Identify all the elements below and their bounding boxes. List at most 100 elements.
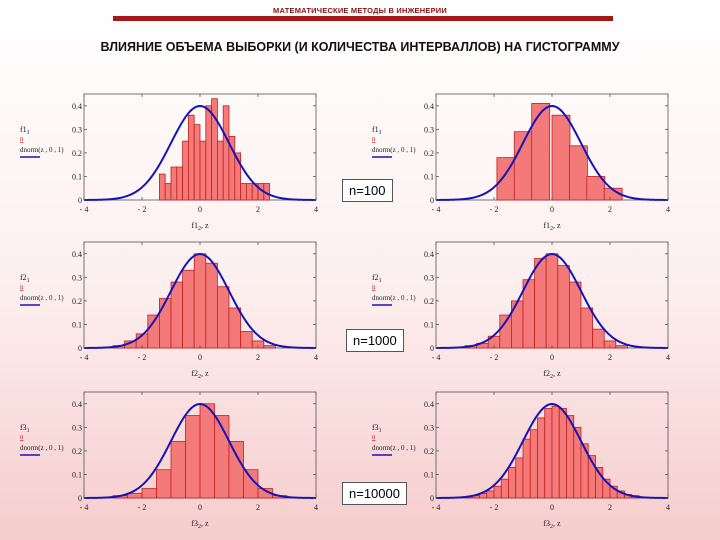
histogram-bar bbox=[580, 307, 594, 349]
x-tick-label: - 2 bbox=[138, 503, 147, 512]
x-tick-label: - 2 bbox=[490, 205, 499, 214]
x-tick-label: 2 bbox=[608, 205, 612, 214]
y-tick-label: 0.3 bbox=[424, 423, 434, 432]
histogram-bar bbox=[228, 307, 242, 349]
histogram-bar bbox=[522, 279, 535, 349]
y-axis-label-top: f11 bbox=[372, 125, 382, 136]
x-tick-label: 4 bbox=[666, 205, 670, 214]
y-axis-label-sep: n bbox=[20, 135, 24, 143]
y-tick-label: 0.4 bbox=[72, 250, 82, 259]
histogram-bar bbox=[158, 173, 166, 201]
y-axis-label-top-main: f2 bbox=[20, 273, 27, 282]
histogram-bar bbox=[245, 183, 253, 201]
sample-label-10000: n=10000 bbox=[342, 482, 407, 505]
x-tick-label: - 2 bbox=[490, 503, 499, 512]
y-tick-label: 0.3 bbox=[72, 273, 82, 282]
x-axis-label-sub: 2 bbox=[198, 374, 201, 380]
histogram-bar bbox=[193, 124, 201, 201]
histogram-bar bbox=[193, 253, 207, 349]
histogram-bar bbox=[187, 114, 195, 201]
histogram-bar bbox=[216, 286, 230, 349]
density-curve bbox=[435, 253, 669, 349]
histogram-bar bbox=[170, 281, 183, 349]
y-tick-label: 0.1 bbox=[72, 470, 82, 479]
x-tick-label: 2 bbox=[256, 205, 260, 214]
y-tick-label: 0.1 bbox=[424, 172, 434, 181]
y-tick-label: 0.2 bbox=[72, 297, 82, 306]
y-axis-label-top-sub: 1 bbox=[27, 278, 30, 284]
density-curve bbox=[83, 253, 317, 349]
x-tick-label: - 4 bbox=[432, 503, 441, 512]
y-axis-label-sep: n bbox=[20, 283, 24, 291]
x-tick-label: - 4 bbox=[80, 353, 89, 362]
histogram-bar bbox=[566, 415, 575, 499]
histogram-bar bbox=[499, 314, 512, 349]
y-tick-label: 0.2 bbox=[72, 447, 82, 456]
y-axis-label-bottom: dnorm(z , 0 , 1) bbox=[20, 294, 64, 302]
header-title: МАТЕМАТИЧЕСКИЕ МЕТОДЫ В ИНЖЕНЕРИИ bbox=[273, 6, 447, 15]
histogram-bar bbox=[182, 140, 189, 201]
y-axis-label-top-sub: 1 bbox=[27, 428, 30, 434]
x-tick-label: - 4 bbox=[80, 205, 89, 214]
histogram-bar bbox=[176, 166, 184, 201]
y-axis-label-bottom: dnorm(z , 0 , 1) bbox=[372, 444, 416, 452]
x-tick-label: 4 bbox=[666, 503, 670, 512]
y-tick-label: 0.2 bbox=[424, 149, 434, 158]
x-tick-label: - 4 bbox=[432, 205, 441, 214]
y-tick-label: 0.4 bbox=[72, 102, 82, 111]
y-tick-label: 0.1 bbox=[424, 470, 434, 479]
y-axis-label-top-sub: 1 bbox=[379, 130, 382, 136]
histogram-bar bbox=[199, 403, 215, 499]
histogram-bar bbox=[592, 328, 605, 349]
x-axis-label-rest: , z bbox=[201, 519, 209, 528]
x-axis-label-main: f2 bbox=[543, 369, 550, 378]
y-tick-label: 0 bbox=[78, 196, 82, 205]
density-curve bbox=[83, 105, 317, 201]
y-tick-label: 0.2 bbox=[72, 149, 82, 158]
x-axis-label-rest: , z bbox=[553, 369, 561, 378]
histogram-bar bbox=[240, 331, 253, 349]
y-tick-label: 0.3 bbox=[424, 273, 434, 282]
y-tick-label: 0.4 bbox=[424, 400, 434, 409]
y-axis-label-top-main: f2 bbox=[372, 273, 379, 282]
sample-label-1000: n=1000 bbox=[346, 329, 404, 352]
y-axis-label-bottom: dnorm(z , 0 , 1) bbox=[20, 444, 64, 452]
histogram-bar bbox=[568, 281, 582, 349]
y-axis-label-sep: n bbox=[372, 135, 376, 143]
y-tick-label: 0 bbox=[430, 196, 434, 205]
histogram-bar bbox=[164, 183, 172, 201]
y-axis-label-top-sub: 1 bbox=[27, 130, 30, 136]
histogram-bar bbox=[500, 478, 509, 499]
x-tick-label: - 2 bbox=[138, 353, 147, 362]
histogram-bar bbox=[551, 405, 560, 499]
y-axis-label-top: f31 bbox=[372, 423, 382, 434]
histogram-bar bbox=[537, 417, 546, 499]
y-axis-label-top: f31 bbox=[20, 423, 30, 434]
histogram-bar bbox=[141, 488, 157, 499]
histogram-bar bbox=[158, 298, 172, 349]
histogram-bar bbox=[531, 103, 551, 201]
histogram-bar bbox=[551, 114, 571, 201]
histogram-bar bbox=[240, 183, 247, 201]
x-axis-label: f12, z bbox=[191, 221, 209, 232]
x-axis-label-sub: 2 bbox=[198, 524, 201, 530]
y-tick-label: 0.1 bbox=[72, 320, 82, 329]
y-axis-label-sep: n bbox=[20, 433, 24, 441]
y-tick-label: 0.4 bbox=[424, 250, 434, 259]
histogram-bar bbox=[170, 166, 178, 201]
x-axis-label-rest: , z bbox=[201, 221, 209, 230]
x-axis-label-sub: 2 bbox=[550, 524, 553, 530]
y-axis-label-bottom: dnorm(z , 0 , 1) bbox=[372, 294, 416, 302]
y-axis-label-sep: n bbox=[372, 433, 376, 441]
histogram-bar bbox=[182, 269, 195, 349]
histogram-bar bbox=[228, 441, 244, 499]
x-axis-label: f32, z bbox=[543, 519, 561, 530]
x-axis-label-rest: , z bbox=[553, 221, 561, 230]
x-tick-label: 0 bbox=[198, 503, 202, 512]
x-tick-label: 4 bbox=[314, 503, 318, 512]
x-axis-label-main: f1 bbox=[543, 221, 550, 230]
